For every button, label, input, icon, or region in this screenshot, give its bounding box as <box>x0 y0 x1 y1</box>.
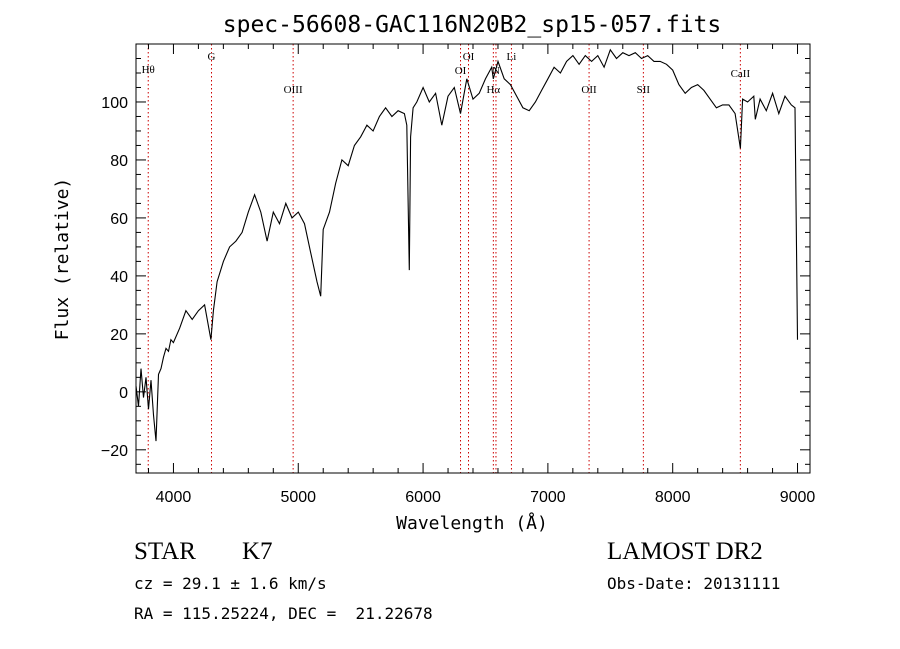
spectral-line-markers: Hθ G OIII OI OI Hα N Li OII SII CaII <box>142 44 751 473</box>
y-tick-label: 0 <box>119 385 128 402</box>
y-tick-label: 60 <box>110 211 128 228</box>
spectral-subclass: K7 <box>242 538 273 565</box>
marker-label: OII <box>581 84 597 96</box>
x-axis-label: Wavelength (Å) <box>396 512 548 534</box>
spectrum-series <box>135 48 799 442</box>
marker-label: OI <box>455 65 467 77</box>
x-tick-label: 7000 <box>530 489 566 506</box>
marker-label: OIII <box>284 84 303 96</box>
redshift-velocity: cz = 29.1 ± 1.6 km/s <box>134 574 327 593</box>
object-type: STAR <box>134 538 196 565</box>
plot-frame <box>135 43 811 474</box>
survey-name: LAMOST DR2 <box>607 538 763 565</box>
y-axis-label: Flux (relative) <box>52 178 73 341</box>
x-axis-ticks: 4000 5000 6000 7000 8000 9000 <box>147 44 816 506</box>
marker-label: Hα <box>486 84 500 96</box>
x-tick-label: 5000 <box>280 489 316 506</box>
sky-coordinates: RA = 115.25224, DEC = 21.22678 <box>134 604 433 623</box>
x-tick-label: 9000 <box>780 489 816 506</box>
y-tick-label: 20 <box>110 327 128 344</box>
y-tick-label: 40 <box>110 269 128 286</box>
marker-label: SII <box>637 84 651 96</box>
marker-label: Hθ <box>142 64 155 76</box>
marker-label: Li <box>507 51 517 63</box>
y-tick-label: 80 <box>110 153 128 170</box>
observation-date: Obs-Date: 20131111 <box>607 574 781 593</box>
x-tick-label: 6000 <box>405 489 441 506</box>
marker-label: OI <box>463 51 475 63</box>
marker-label: CaII <box>731 68 751 80</box>
marker-label: N <box>492 65 500 77</box>
x-tick-label: 8000 <box>655 489 691 506</box>
y-tick-label: 100 <box>101 95 128 112</box>
y-tick-label: −20 <box>101 443 128 460</box>
chart-title: spec-56608-GAC116N20B2_sp15-057.fits <box>223 12 722 38</box>
y-axis-ticks: −20 0 20 40 60 80 100 <box>101 57 810 465</box>
marker-label: G <box>208 51 216 63</box>
spectrum-line <box>135 48 799 442</box>
x-tick-label: 4000 <box>156 489 192 506</box>
